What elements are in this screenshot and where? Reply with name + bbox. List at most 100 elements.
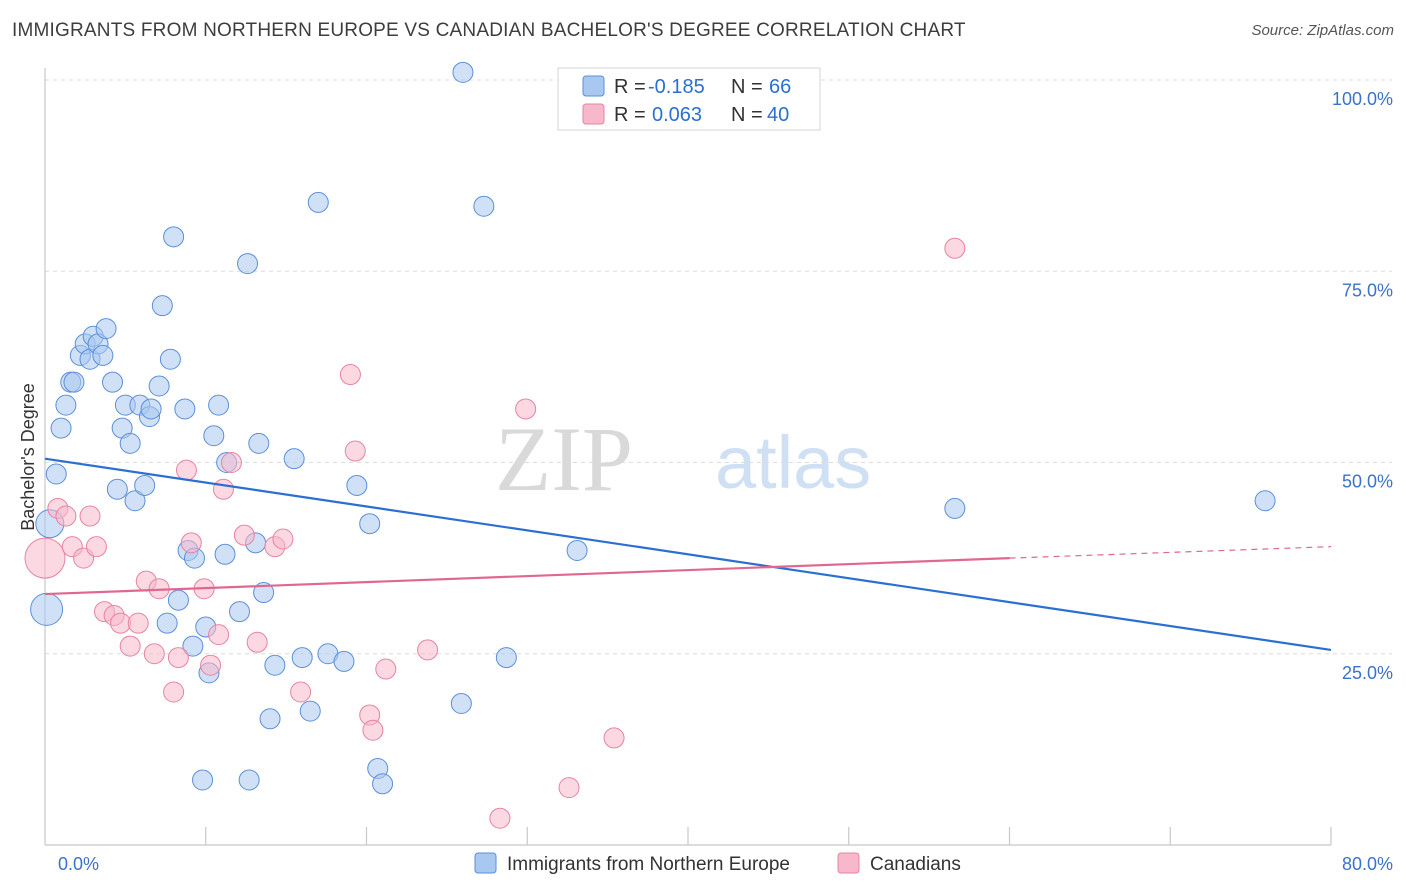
immigrants-point: [473, 195, 495, 217]
immigrants-point: [307, 191, 329, 213]
watermark: ZIP atlas: [495, 408, 871, 510]
x-tick-label-max: 80.0%: [1342, 854, 1393, 874]
canadians-point: [417, 639, 439, 661]
canadians-point: [233, 524, 255, 546]
immigrants-point: [237, 253, 259, 275]
canadians-point: [79, 505, 101, 527]
canadians-point: [163, 681, 185, 703]
canadians-point: [246, 631, 268, 653]
legend-item-immigrants: Immigrants from Northern Europe: [507, 854, 790, 875]
immigrants-point: [264, 654, 286, 676]
immigrants-point: [134, 474, 156, 496]
canadians-point: [944, 237, 966, 259]
immigrants-point: [192, 769, 214, 791]
canadians-point: [515, 398, 537, 420]
canadians-point: [208, 624, 230, 646]
x-axis-ticks: [205, 827, 1332, 845]
canadians-point: [24, 537, 66, 579]
immigrants-point: [203, 425, 225, 447]
y-tick-label: 100.0%: [1332, 89, 1393, 109]
y-tick-label: 50.0%: [1342, 472, 1393, 492]
y-tick-label: 25.0%: [1342, 663, 1393, 683]
immigrants-point: [372, 773, 394, 795]
legend-swatch-blue: [582, 75, 605, 97]
canadians-point: [489, 807, 511, 829]
canadians-point: [220, 452, 242, 473]
canadians-point: [375, 658, 397, 680]
canadians-point: [339, 364, 361, 386]
y-tick-label: 75.0%: [1342, 280, 1393, 300]
trend-line-canadians-extension: [1009, 546, 1332, 559]
legend-n-label-2: N =: [731, 104, 763, 126]
immigrants-point: [167, 589, 189, 611]
immigrants-point: [174, 398, 196, 420]
canadians-point: [212, 478, 234, 500]
immigrants-point: [163, 226, 185, 248]
trend-line-immigrants: [44, 457, 1332, 652]
trend-lines: [44, 457, 1332, 652]
immigrants-point: [50, 417, 72, 439]
canadians-point: [143, 643, 165, 665]
immigrants-point: [182, 635, 204, 657]
immigrants-point: [124, 490, 146, 512]
immigrants-point: [208, 394, 230, 416]
legend-bottom-swatch-pink: [837, 852, 860, 874]
canadians-point: [200, 654, 222, 676]
canadians-point: [127, 612, 149, 634]
canadians-point: [110, 612, 132, 634]
legend-n-value-2: 40: [767, 104, 789, 126]
canadians-point: [175, 459, 197, 481]
immigrants-point: [291, 647, 313, 669]
immigrants-point: [283, 448, 305, 470]
immigrants-point: [63, 371, 85, 393]
immigrants-point: [450, 692, 472, 714]
legend-item-canadians: Canadians: [870, 854, 961, 875]
canadians-point: [558, 777, 580, 799]
immigrants-point: [495, 647, 517, 669]
immigrants-point: [253, 582, 275, 604]
watermark-zip: ZIP: [495, 408, 633, 510]
immigrants-point: [151, 295, 173, 317]
legend-swatch-pink: [582, 103, 605, 125]
gridlines: [45, 79, 1392, 655]
immigrants-point: [346, 474, 368, 496]
immigrants-point: [45, 463, 67, 485]
canadians-point: [344, 440, 366, 462]
immigrants-point: [359, 513, 381, 535]
immigrants-point: [248, 432, 270, 454]
immigrants-point: [259, 708, 281, 730]
immigrants-point: [214, 543, 236, 565]
series-immigrants-points: [30, 61, 1276, 795]
immigrants-point: [55, 394, 77, 416]
correlation-legend: R = -0.185 N = 66 R = 0.063 N = 40: [557, 67, 821, 131]
series-legend: Immigrants from Northern Europe Canadian…: [474, 852, 961, 875]
canadians-point: [603, 727, 625, 749]
y-axis-tick-labels: 100.0% 75.0% 50.0% 25.0%: [1332, 89, 1393, 683]
immigrants-point: [1254, 490, 1276, 512]
immigrants-point: [299, 700, 321, 722]
immigrants-point: [566, 539, 588, 561]
legend-r-label-2: R =: [614, 104, 646, 126]
canadians-point: [119, 635, 141, 657]
legend-bottom-swatch-blue: [474, 852, 497, 874]
immigrants-point: [452, 61, 474, 83]
immigrants-point: [148, 375, 170, 397]
immigrants-point: [156, 612, 178, 634]
x-tick-label-min: 0.0%: [58, 854, 99, 874]
canadians-point: [272, 528, 294, 550]
legend-r-value-2: 0.063: [652, 104, 702, 126]
legend-r-value-1: -0.185: [648, 76, 705, 98]
immigrants-point: [140, 398, 162, 420]
canadians-point: [55, 505, 77, 527]
chart-title: IMMIGRANTS FROM NORTHERN EUROPE VS CANAD…: [12, 20, 966, 41]
legend-n-value-1: 66: [769, 76, 791, 98]
immigrants-point: [333, 650, 355, 672]
canadians-point: [362, 719, 384, 741]
immigrants-point: [944, 497, 966, 519]
canadians-point: [290, 681, 312, 703]
canadians-point: [180, 532, 202, 554]
canadians-point: [85, 536, 107, 558]
legend-r-label-1: R =: [614, 76, 646, 98]
